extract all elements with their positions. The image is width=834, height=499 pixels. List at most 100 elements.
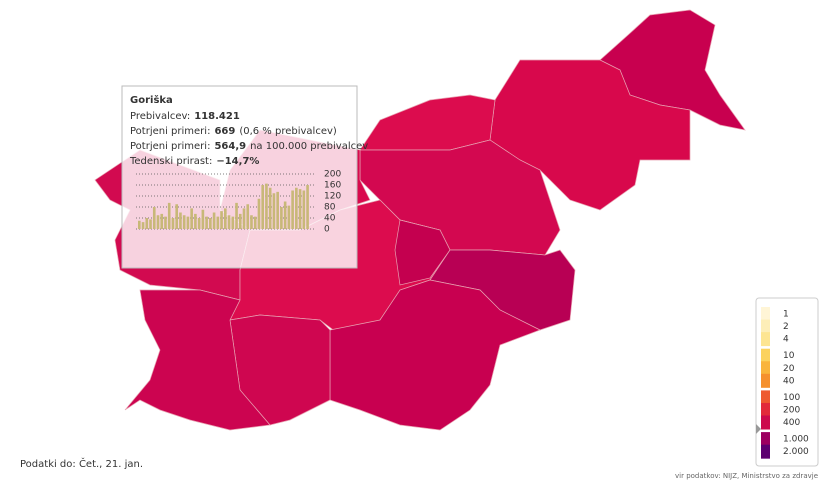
legend-swatch	[761, 444, 770, 459]
spark-bar	[160, 213, 164, 229]
spark-bar	[298, 189, 302, 229]
y-tick-label: 160	[324, 181, 341, 191]
spark-bar	[182, 215, 186, 229]
legend-label: 2.000	[783, 447, 809, 457]
spark-bar	[171, 218, 175, 229]
spark-bar	[190, 208, 193, 229]
tooltip-box	[121, 85, 358, 269]
line-value: 669	[214, 126, 235, 137]
y-tick-label: 120	[324, 192, 341, 202]
legend-swatch	[761, 415, 770, 430]
spark-bar	[152, 207, 156, 229]
line-label: Prebivalcev:	[130, 111, 190, 122]
legend-label: 1	[783, 310, 789, 320]
region[interactable]	[329, 279, 541, 431]
spark-bar	[220, 211, 223, 229]
tooltip-line: Potrjeni primeri: 564,9 na 100.000 prebiva…	[130, 141, 368, 152]
spark-bar	[287, 205, 291, 229]
line-suffix: (0,6 % prebivalcev)	[239, 126, 337, 137]
spark-bar	[253, 216, 257, 229]
tooltip: Goriška Prebivalcev: 118.421 Potrjeni prim…	[121, 85, 368, 269]
tooltip-title: Goriška	[130, 94, 173, 106]
legend-label: 10	[783, 351, 795, 361]
legend-box	[755, 297, 819, 467]
region[interactable]	[124, 289, 271, 431]
legend-label: 400	[783, 418, 800, 428]
spark-bar	[306, 185, 309, 229]
spark-bar	[265, 183, 268, 229]
line-value: 118.421	[194, 111, 240, 122]
y-tick-label: 40	[324, 214, 336, 224]
spark-bar	[302, 190, 306, 229]
legend-swatch	[761, 373, 770, 388]
region[interactable]	[359, 94, 496, 151]
legend-swatch	[761, 307, 770, 321]
line-value: −14,7%	[216, 156, 259, 167]
line-label: Potrjeni primeri:	[130, 141, 210, 152]
spark-bar	[149, 219, 152, 229]
spark-bar	[145, 218, 149, 229]
spark-bar	[242, 208, 246, 229]
spark-bar	[268, 187, 272, 229]
line-label: Potrjeni primeri:	[130, 126, 210, 137]
spark-bar	[209, 218, 212, 229]
y-tick-label: 200	[324, 170, 341, 180]
line-suffix: na 100.000 prebivalcev	[250, 141, 368, 152]
legend-swatch	[761, 361, 770, 376]
legend-label: 100	[783, 393, 800, 403]
legend-swatch	[761, 348, 770, 363]
spark-bar	[231, 216, 235, 229]
spark-bar	[235, 202, 238, 229]
legend-label: 20	[783, 364, 795, 374]
legend-label: 4	[783, 335, 789, 345]
spark-bar	[261, 185, 265, 229]
tooltip-line: Prebivalcev: 118.421	[130, 111, 240, 122]
spark-bar	[216, 216, 220, 229]
legend-pointer	[756, 424, 761, 434]
spark-bar	[197, 218, 201, 229]
spark-bar	[257, 198, 261, 229]
spark-bar	[164, 216, 167, 229]
spark-bar	[227, 215, 231, 229]
y-tick-label: 0	[324, 225, 330, 235]
tooltip-line: Potrjeni primeri: 669 (0,6 % prebivalcev)	[130, 126, 337, 137]
spark-bar	[205, 216, 208, 229]
footer-source: vir podatkov: NIJZ, Ministrstvo za zdrav…	[675, 472, 818, 480]
spark-bar	[238, 213, 242, 229]
legend-label: 2	[783, 322, 789, 332]
legend-swatch	[761, 319, 770, 334]
region[interactable]	[394, 219, 451, 286]
spark-bar	[141, 222, 145, 229]
spark-bar	[179, 212, 182, 229]
spark-bar	[246, 204, 250, 229]
footer-date: Podatki do: Čet., 21. jan.	[20, 457, 143, 470]
spark-bar	[291, 190, 294, 229]
spark-bar	[276, 191, 279, 229]
line-label: Tedenski prirast:	[129, 156, 212, 167]
spark-bar	[295, 187, 298, 229]
tooltip-line: Tedenski prirast: −14,7%	[129, 156, 259, 167]
spark-bar	[175, 204, 179, 229]
spark-bar	[186, 216, 190, 229]
legend-label: 1.000	[783, 435, 809, 445]
legend-swatch	[761, 332, 770, 347]
legend-label: 40	[783, 376, 795, 386]
spark-bar	[280, 207, 283, 229]
y-tick-label: 80	[324, 203, 336, 213]
spark-bar	[272, 193, 276, 229]
spark-bar	[194, 213, 197, 229]
legend-swatch	[761, 432, 770, 447]
spark-bar	[224, 208, 227, 229]
legend: 1 2 4 10 20 40 100 200 400 1.000 2.000	[755, 297, 819, 467]
line-value: 564,9	[214, 141, 246, 152]
spark-bar	[212, 212, 216, 229]
spark-bar	[167, 202, 171, 229]
spark-bar	[201, 209, 205, 229]
legend-swatch	[761, 402, 770, 417]
spark-bar	[138, 220, 141, 229]
legend-label: 200	[783, 405, 800, 415]
spark-bar	[156, 215, 160, 229]
spark-bar	[250, 215, 253, 229]
spark-bar	[283, 201, 287, 229]
